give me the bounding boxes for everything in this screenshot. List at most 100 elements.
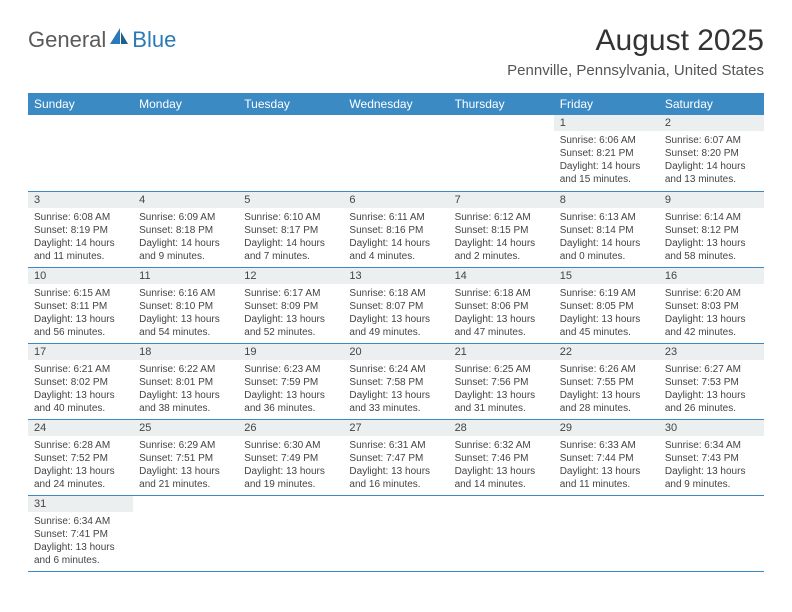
- daylight-line-2: and 21 minutes.: [139, 478, 232, 491]
- weekday-header: Tuesday: [238, 93, 343, 115]
- day-details: [343, 131, 448, 138]
- sunset-line: Sunset: 8:05 PM: [560, 300, 653, 313]
- sunset-line: Sunset: 8:10 PM: [139, 300, 232, 313]
- sunset-line: Sunset: 8:20 PM: [665, 147, 758, 160]
- day-details: Sunrise: 6:18 AMSunset: 8:07 PMDaylight:…: [343, 284, 448, 343]
- daylight-line-2: and 13 minutes.: [665, 173, 758, 186]
- day-details: [659, 512, 764, 519]
- day-details: Sunrise: 6:13 AMSunset: 8:14 PMDaylight:…: [554, 208, 659, 267]
- daylight-line-1: Daylight: 13 hours: [34, 465, 127, 478]
- sunset-line: Sunset: 8:02 PM: [34, 376, 127, 389]
- sunset-line: Sunset: 7:41 PM: [34, 528, 127, 541]
- month-title: August 2025: [507, 24, 764, 58]
- sunset-line: Sunset: 8:18 PM: [139, 224, 232, 237]
- sunset-line: Sunset: 8:11 PM: [34, 300, 127, 313]
- daylight-line-1: Daylight: 13 hours: [34, 541, 127, 554]
- day-number: 10: [28, 268, 133, 284]
- daylight-line-2: and 11 minutes.: [560, 478, 653, 491]
- sunset-line: Sunset: 8:14 PM: [560, 224, 653, 237]
- day-number: 6: [343, 192, 448, 208]
- day-number: [133, 115, 238, 131]
- day-number: 8: [554, 192, 659, 208]
- calendar-day-cell: [28, 115, 133, 191]
- daylight-line-2: and 56 minutes.: [34, 326, 127, 339]
- sunrise-line: Sunrise: 6:32 AM: [455, 439, 548, 452]
- day-number: 11: [133, 268, 238, 284]
- sunrise-line: Sunrise: 6:27 AM: [665, 363, 758, 376]
- daylight-line-2: and 14 minutes.: [455, 478, 548, 491]
- daylight-line-1: Daylight: 13 hours: [34, 389, 127, 402]
- calendar-day-cell: 25Sunrise: 6:29 AMSunset: 7:51 PMDayligh…: [133, 419, 238, 495]
- daylight-line-2: and 40 minutes.: [34, 402, 127, 415]
- calendar-week-row: 31Sunrise: 6:34 AMSunset: 7:41 PMDayligh…: [28, 495, 764, 571]
- calendar-day-cell: 12Sunrise: 6:17 AMSunset: 8:09 PMDayligh…: [238, 267, 343, 343]
- daylight-line-2: and 15 minutes.: [560, 173, 653, 186]
- daylight-line-2: and 7 minutes.: [244, 250, 337, 263]
- daylight-line-1: Daylight: 13 hours: [139, 465, 232, 478]
- sunrise-line: Sunrise: 6:07 AM: [665, 134, 758, 147]
- calendar-day-cell: [238, 495, 343, 571]
- sunrise-line: Sunrise: 6:26 AM: [560, 363, 653, 376]
- daylight-line-1: Daylight: 13 hours: [244, 313, 337, 326]
- sunrise-line: Sunrise: 6:29 AM: [139, 439, 232, 452]
- day-number: 12: [238, 268, 343, 284]
- day-number: 16: [659, 268, 764, 284]
- sunset-line: Sunset: 7:53 PM: [665, 376, 758, 389]
- calendar-body: 1Sunrise: 6:06 AMSunset: 8:21 PMDaylight…: [28, 115, 764, 571]
- calendar-day-cell: 2Sunrise: 6:07 AMSunset: 8:20 PMDaylight…: [659, 115, 764, 191]
- sunrise-line: Sunrise: 6:13 AM: [560, 211, 653, 224]
- sunset-line: Sunset: 8:12 PM: [665, 224, 758, 237]
- sunset-line: Sunset: 8:06 PM: [455, 300, 548, 313]
- location-text: Pennville, Pennsylvania, United States: [507, 62, 764, 79]
- calendar-day-cell: [659, 495, 764, 571]
- day-details: Sunrise: 6:25 AMSunset: 7:56 PMDaylight:…: [449, 360, 554, 419]
- daylight-line-2: and 42 minutes.: [665, 326, 758, 339]
- weekday-header: Friday: [554, 93, 659, 115]
- calendar-header-row: Sunday Monday Tuesday Wednesday Thursday…: [28, 93, 764, 115]
- sunrise-line: Sunrise: 6:30 AM: [244, 439, 337, 452]
- daylight-line-2: and 4 minutes.: [349, 250, 442, 263]
- day-details: Sunrise: 6:23 AMSunset: 7:59 PMDaylight:…: [238, 360, 343, 419]
- day-details: [133, 512, 238, 519]
- day-details: Sunrise: 6:34 AMSunset: 7:41 PMDaylight:…: [28, 512, 133, 571]
- daylight-line-1: Daylight: 13 hours: [349, 465, 442, 478]
- day-number: [28, 115, 133, 131]
- day-details: Sunrise: 6:24 AMSunset: 7:58 PMDaylight:…: [343, 360, 448, 419]
- daylight-line-1: Daylight: 13 hours: [455, 465, 548, 478]
- weekday-header: Wednesday: [343, 93, 448, 115]
- day-number: 7: [449, 192, 554, 208]
- daylight-line-2: and 47 minutes.: [455, 326, 548, 339]
- day-details: Sunrise: 6:17 AMSunset: 8:09 PMDaylight:…: [238, 284, 343, 343]
- sunset-line: Sunset: 7:52 PM: [34, 452, 127, 465]
- sunrise-line: Sunrise: 6:16 AM: [139, 287, 232, 300]
- day-number: [659, 496, 764, 512]
- daylight-line-1: Daylight: 13 hours: [560, 465, 653, 478]
- day-details: Sunrise: 6:20 AMSunset: 8:03 PMDaylight:…: [659, 284, 764, 343]
- calendar-day-cell: 18Sunrise: 6:22 AMSunset: 8:01 PMDayligh…: [133, 343, 238, 419]
- sunrise-line: Sunrise: 6:20 AM: [665, 287, 758, 300]
- calendar-day-cell: 17Sunrise: 6:21 AMSunset: 8:02 PMDayligh…: [28, 343, 133, 419]
- calendar-day-cell: [133, 495, 238, 571]
- page-header: General Blue August 2025 Pennville, Penn…: [28, 24, 764, 79]
- day-number: 14: [449, 268, 554, 284]
- day-details: [28, 131, 133, 138]
- sunset-line: Sunset: 8:07 PM: [349, 300, 442, 313]
- daylight-line-1: Daylight: 13 hours: [455, 313, 548, 326]
- calendar-day-cell: 7Sunrise: 6:12 AMSunset: 8:15 PMDaylight…: [449, 191, 554, 267]
- day-details: Sunrise: 6:18 AMSunset: 8:06 PMDaylight:…: [449, 284, 554, 343]
- calendar-week-row: 3Sunrise: 6:08 AMSunset: 8:19 PMDaylight…: [28, 191, 764, 267]
- header-right: August 2025 Pennville, Pennsylvania, Uni…: [507, 24, 764, 79]
- day-details: Sunrise: 6:27 AMSunset: 7:53 PMDaylight:…: [659, 360, 764, 419]
- day-details: Sunrise: 6:28 AMSunset: 7:52 PMDaylight:…: [28, 436, 133, 495]
- day-number: 22: [554, 344, 659, 360]
- logo: General Blue: [28, 26, 176, 53]
- day-number: 28: [449, 420, 554, 436]
- daylight-line-1: Daylight: 13 hours: [665, 465, 758, 478]
- calendar-day-cell: [449, 115, 554, 191]
- day-number: 17: [28, 344, 133, 360]
- calendar-day-cell: [343, 115, 448, 191]
- day-details: [554, 512, 659, 519]
- daylight-line-1: Daylight: 14 hours: [665, 160, 758, 173]
- day-details: Sunrise: 6:09 AMSunset: 8:18 PMDaylight:…: [133, 208, 238, 267]
- logo-text-blue: Blue: [132, 27, 176, 53]
